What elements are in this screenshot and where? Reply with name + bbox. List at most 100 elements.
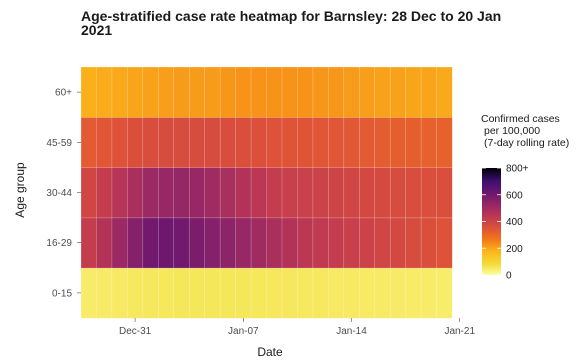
x-tick-label: Jan-14 xyxy=(336,326,367,337)
heatmap-cell xyxy=(374,217,391,269)
heatmap-cell xyxy=(204,267,221,319)
legend-title-line-2: per 100,000 xyxy=(484,125,540,137)
legend-tick-label: 400 xyxy=(506,217,523,228)
heatmap-cell xyxy=(343,116,360,168)
heatmap-cell xyxy=(281,217,298,269)
heatmap-cell xyxy=(281,267,298,319)
heatmap-cell xyxy=(127,116,144,168)
heatmap-cell xyxy=(343,217,360,269)
heatmap-cell xyxy=(111,167,128,219)
heatmap-cell xyxy=(405,167,422,219)
heatmap-cell xyxy=(235,66,252,118)
heatmap-cell xyxy=(80,217,98,269)
heatmap-cell xyxy=(266,66,283,118)
y-tick-label: 60+ xyxy=(55,88,72,99)
heatmap-cell xyxy=(188,267,206,319)
heatmap-cell xyxy=(420,167,438,219)
heatmap-cell xyxy=(80,267,98,319)
heatmap-cell xyxy=(297,217,314,269)
heatmap-cell xyxy=(111,267,128,319)
heatmap-cell xyxy=(281,116,298,168)
heatmap-cell xyxy=(173,116,190,168)
legend-colorbar xyxy=(482,168,501,275)
heatmap-cell xyxy=(359,66,376,118)
heatmap-cell xyxy=(436,267,453,319)
heatmap-cell xyxy=(235,267,252,319)
heatmap-cell xyxy=(436,66,453,118)
heatmap-cell xyxy=(420,116,438,168)
heatmap-cell xyxy=(127,267,144,319)
heatmap-cell xyxy=(359,167,376,219)
y-axis-ticks: 0-15 16-29 30-44 45-59 60+ xyxy=(46,88,81,299)
heatmap-cell xyxy=(142,217,159,269)
heatmap-cell xyxy=(343,267,360,319)
heatmap-cell xyxy=(219,217,237,269)
legend-tick-label: 0 xyxy=(506,271,512,282)
heatmap-cell xyxy=(235,217,252,269)
heatmap-cell xyxy=(281,167,298,219)
legend-tick-label: 200 xyxy=(506,244,523,255)
heatmap-cell xyxy=(235,116,252,168)
heatmap-cell xyxy=(173,217,190,269)
heatmap-cell xyxy=(343,66,360,118)
heatmap-cell xyxy=(188,167,206,219)
heatmap-cell xyxy=(250,167,268,219)
heatmap-cell xyxy=(312,267,329,319)
heatmap-cell xyxy=(389,217,407,269)
heatmap-cell xyxy=(374,167,391,219)
heatmap-cell xyxy=(281,66,298,118)
heatmap-cell xyxy=(204,217,221,269)
heatmap-cell xyxy=(405,267,422,319)
heatmap-cell xyxy=(127,66,144,118)
heatmap-cell xyxy=(405,116,422,168)
heatmap-cell xyxy=(312,66,329,118)
chart-title-line-2: 2021 xyxy=(81,22,112,38)
heatmap-cell xyxy=(250,267,268,319)
heatmap-cell xyxy=(173,66,190,118)
heatmap-cell xyxy=(235,167,252,219)
heatmap-cell xyxy=(204,167,221,219)
heatmap-cell xyxy=(359,116,376,168)
heatmap-cell xyxy=(111,217,128,269)
heatmap-cell xyxy=(173,267,190,319)
heatmap-cell xyxy=(297,167,314,219)
heatmap-cell xyxy=(374,267,391,319)
heatmap-cell xyxy=(250,116,268,168)
heatmap-cell xyxy=(158,267,175,319)
heatmap-cell xyxy=(250,217,268,269)
heatmap-cell xyxy=(219,267,237,319)
heatmap-cell xyxy=(328,66,345,118)
heatmap-cell xyxy=(420,66,438,118)
heatmap-cell xyxy=(188,116,206,168)
heatmap-cell xyxy=(266,267,283,319)
heatmap-cell xyxy=(111,116,128,168)
heatmap-cell xyxy=(173,167,190,219)
chart-title-line-1: Age-stratified case rate heatmap for Bar… xyxy=(81,8,501,24)
heatmap-cell xyxy=(436,116,453,168)
heatmap-cell xyxy=(312,217,329,269)
y-tick-label: 30-44 xyxy=(46,188,72,199)
heatmap-cell xyxy=(188,66,206,118)
x-tick-label: Jan-07 xyxy=(228,326,259,337)
heatmap-cell xyxy=(297,66,314,118)
heatmap-cell xyxy=(328,217,345,269)
heatmap-cell xyxy=(312,167,329,219)
heatmap-cell xyxy=(389,66,407,118)
legend-tick-label: 800+ xyxy=(506,164,529,175)
heatmap-cell xyxy=(420,217,438,269)
x-tick-label: Jan-21 xyxy=(444,326,475,337)
heatmap-cell xyxy=(420,267,438,319)
heatmap-cell xyxy=(204,116,221,168)
y-tick-label: 0-15 xyxy=(52,288,72,299)
heatmap-cell xyxy=(343,167,360,219)
heatmap-cell xyxy=(328,267,345,319)
heatmap-cell xyxy=(96,217,113,269)
heatmap-cell xyxy=(127,217,144,269)
heatmap-cell xyxy=(250,66,268,118)
heatmap-cell xyxy=(96,167,113,219)
legend-ticks: 800+ 600 400 200 0 xyxy=(482,164,529,282)
heatmap-cell xyxy=(219,116,237,168)
heatmap-cell xyxy=(219,66,237,118)
heatmap-cell xyxy=(111,66,128,118)
